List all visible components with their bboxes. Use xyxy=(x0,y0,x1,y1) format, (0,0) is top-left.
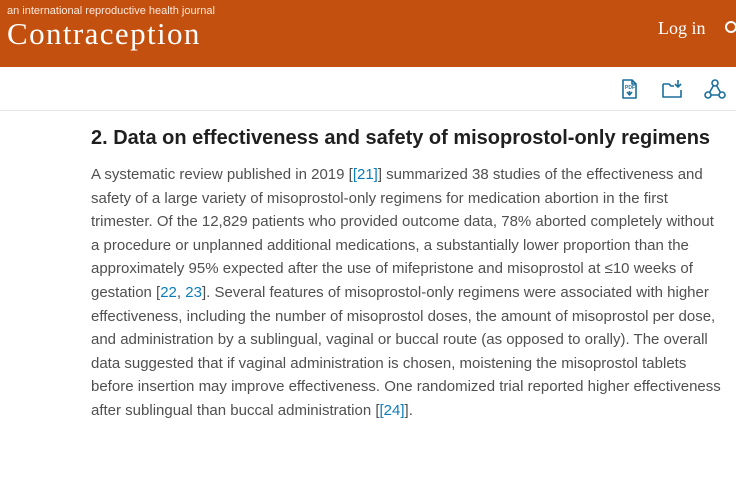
reference-link-22[interactable]: 22 xyxy=(160,283,177,301)
article-section: 2. Data on effectiveness and safety of m… xyxy=(91,126,721,423)
reference-link-24[interactable]: [24] xyxy=(379,401,405,419)
svg-text:PDF: PDF xyxy=(625,85,635,91)
paragraph-text: ]. xyxy=(404,401,413,419)
site-header: an international reproductive health jou… xyxy=(0,0,736,67)
paragraph-text: , xyxy=(176,283,186,301)
article-toolbar: PDF xyxy=(0,67,736,111)
pdf-icon[interactable]: PDF xyxy=(617,77,641,101)
journal-tagline: an international reproductive health jou… xyxy=(7,5,215,17)
login-link[interactable]: Log in xyxy=(658,18,706,38)
paragraph-text: ]. Several features of misoprostol-only … xyxy=(91,283,721,419)
paragraph-text: A systematic review published in 2019 [ xyxy=(91,166,353,183)
share-network-icon[interactable] xyxy=(703,77,727,101)
journal-title[interactable]: Contraception xyxy=(7,16,201,51)
reference-link-23[interactable]: 23 xyxy=(185,283,202,301)
search-icon[interactable] xyxy=(725,21,736,33)
add-to-folder-icon[interactable] xyxy=(660,77,684,101)
body-paragraph: A systematic review published in 2019 [[… xyxy=(91,163,721,423)
paragraph-text: ] summarized 38 studies of the effective… xyxy=(91,166,714,301)
section-heading: 2. Data on effectiveness and safety of m… xyxy=(91,127,711,149)
reference-link-21[interactable]: [21] xyxy=(352,166,378,183)
